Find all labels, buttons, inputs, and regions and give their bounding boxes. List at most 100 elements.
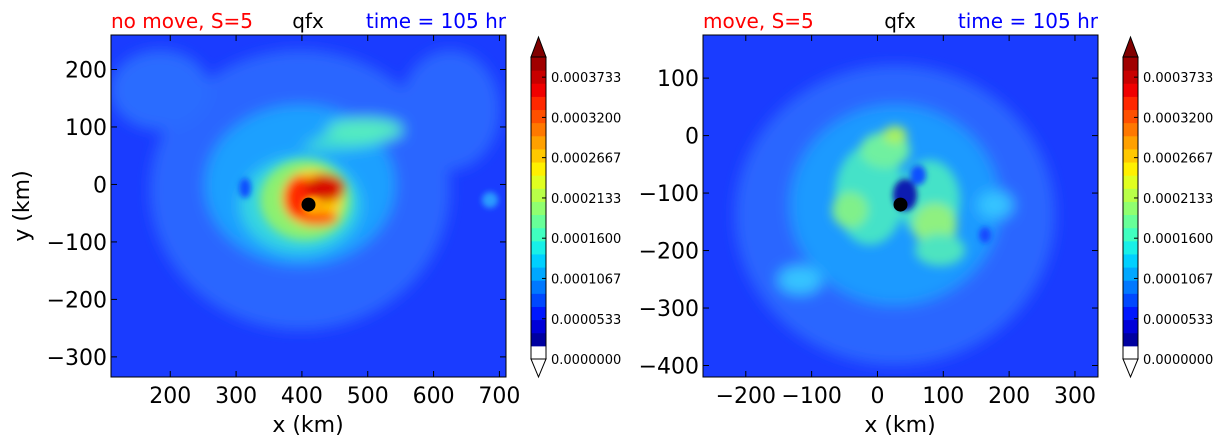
panel1-colorbar-segment — [531, 201, 546, 216]
panel2-colorbar-segment — [1123, 214, 1138, 229]
panel2-colorbar: 0.0003733 0.0003200 0.0002667 0.0002133 0.00… — [1122, 35, 1213, 379]
panel2-ytick-label: 0 — [685, 125, 699, 150]
panel2-colorbar-segment — [1123, 148, 1138, 163]
panel1-center-marker — [301, 197, 316, 212]
panel1-colorbar-tick-label: 0.0003200 — [551, 111, 621, 126]
panel2-xtick-label: 200 — [988, 384, 1030, 409]
panel1-colorbar-segment — [531, 122, 546, 137]
panel2-colorbar-tick-label: 0.0002133 — [1143, 192, 1213, 207]
panel1-colorbar-segment — [531, 240, 546, 255]
panel1-colorbar-tick-label: 0.0001067 — [551, 272, 621, 287]
panel1-colorbar-segment — [531, 227, 546, 242]
panel2-colorbar-tick-label: 0.0000000 — [1143, 353, 1213, 368]
panel2-colorbar-tick-label: 0.0003733 — [1143, 71, 1213, 86]
panel2-colorbar-segment — [1123, 135, 1138, 150]
panel1-colorbar-segment — [531, 253, 546, 268]
panel1-xtick-label: 500 — [347, 384, 389, 409]
panel1-ytick-label: −300 — [47, 346, 107, 371]
panel1-colorbar-segment — [531, 319, 546, 334]
panel2-colorbar-segment — [1123, 57, 1138, 71]
panel1-heatmap — [111, 35, 506, 377]
panel2-xtick-label: 0 — [870, 384, 884, 409]
panel1-plot-frame — [110, 34, 507, 378]
panel2-ytick-label: 100 — [657, 67, 699, 92]
panel1-colorbar-extend-min — [530, 358, 547, 379]
panel2-colorbar-segment — [1123, 267, 1138, 281]
panel2-xtick-label: 100 — [922, 384, 964, 409]
panel1-colorbar-segment — [531, 267, 546, 281]
panel2-colorbar-tick-label: 0.0000533 — [1143, 313, 1213, 328]
panel1-title-right: time = 105 hr — [366, 9, 507, 33]
panel1-xlabel: x (km) — [272, 413, 343, 438]
panel1-xtick-label: 400 — [281, 384, 323, 409]
panel1-colorbar: 0.0003733 0.0003200 0.0002667 0.0002133 0.00… — [530, 35, 621, 379]
panel1-xtick-label: 200 — [149, 384, 191, 409]
panel1-colorbar-tick-label: 0.0002667 — [551, 152, 621, 167]
panel2-ytick-label: −200 — [639, 240, 699, 265]
panel2-colorbar-segment — [1123, 83, 1138, 97]
panel1-ytick-label: −200 — [47, 288, 107, 313]
panel2-colorbar-tick-label: 0.0002667 — [1143, 152, 1213, 167]
panel2-colorbar-segment — [1123, 345, 1138, 360]
panel2-center-marker — [893, 197, 908, 212]
panel1-title-left: no move, S=5 — [111, 9, 253, 33]
panel2-colorbar-segment — [1123, 253, 1138, 268]
panel2-xlabel: x (km) — [864, 413, 935, 438]
panel1-xtick-label: 700 — [478, 384, 520, 409]
panel1-ylabel: y (km) — [10, 170, 35, 241]
panel2-colorbar-extend-max — [1122, 35, 1139, 58]
panel2-heatmap — [703, 35, 1098, 377]
panel1-colorbar-segment — [531, 83, 546, 97]
panel1-colorbar-segment — [531, 293, 546, 307]
panel1-colorbar-segment — [531, 306, 546, 321]
panel2-colorbar-tick-label: 0.0001600 — [1143, 232, 1213, 247]
panel1-colorbar-segment — [531, 345, 546, 360]
panel2-colorbar-segment — [1123, 280, 1138, 294]
panel1-colorbar-segment — [531, 148, 546, 163]
panel1-colorbar-extend-max — [530, 35, 547, 58]
panel2-colorbar-extend-min — [1122, 358, 1139, 379]
panel2-colorbar-segment — [1123, 122, 1138, 137]
panel1-colorbar-segment — [531, 135, 546, 150]
panel2-colorbar-segment — [1123, 201, 1138, 216]
panel1-colorbar-tick-label: 0.0003733 — [551, 71, 621, 86]
panel1-xtick-label: 300 — [215, 384, 257, 409]
panel1-ytick-label: 100 — [65, 116, 107, 141]
panel1-colorbar-tick-label: 0.0000533 — [551, 313, 621, 328]
panel1-colorbar-tick-label: 0.0001600 — [551, 232, 621, 247]
panel2-colorbar-segment — [1123, 227, 1138, 242]
panel1-colorbar-segment — [531, 188, 546, 202]
panel2-colorbar-segment — [1123, 188, 1138, 202]
panel1-colorbar-segment — [531, 332, 546, 347]
panel2-colorbar-segment — [1123, 319, 1138, 334]
panel2-ytick-label: −100 — [639, 182, 699, 207]
panel1-ytick-label: 0 — [93, 173, 107, 198]
panel2-ytick-label: −400 — [639, 355, 699, 380]
panel1-colorbar-tick-label: 0.0002133 — [551, 192, 621, 207]
panel2-colorbar-segment — [1123, 240, 1138, 255]
panel1-colorbar-segment — [531, 57, 546, 71]
panel2-plot-frame — [702, 34, 1099, 378]
panel2-colorbar-tick-label: 0.0003200 — [1143, 111, 1213, 126]
panel2-colorbar-frame — [1122, 56, 1139, 360]
panel2-colorbar-segment — [1123, 96, 1138, 111]
panel2-xtick-label: −200 — [716, 384, 776, 409]
panel1-title-center: qfx — [292, 9, 324, 33]
panel2-title-right: time = 105 hr — [958, 9, 1099, 33]
panel2-colorbar-segment — [1123, 332, 1138, 347]
panel1-ytick-label: 200 — [65, 58, 107, 83]
panel1-colorbar-segment — [531, 96, 546, 111]
panel2-colorbar-tick-label: 0.0001067 — [1143, 272, 1213, 287]
panel2-colorbar-segment — [1123, 162, 1138, 176]
panel2-xtick-label: 300 — [1054, 384, 1096, 409]
panel1-colorbar-segment — [531, 70, 546, 84]
panel2-title-left: move, S=5 — [703, 9, 814, 33]
panel2-colorbar-segment — [1123, 293, 1138, 307]
panel2-title-center: qfx — [884, 9, 916, 33]
panel1-colorbar-segment — [531, 162, 546, 176]
panel1-colorbar-segment — [531, 280, 546, 294]
panel1-colorbar-tick-label: 0.0000000 — [551, 353, 621, 368]
panel2-xtick-label: −100 — [781, 384, 841, 409]
panel1-colorbar-frame — [530, 56, 547, 360]
panel1-colorbar-segment — [531, 109, 546, 124]
